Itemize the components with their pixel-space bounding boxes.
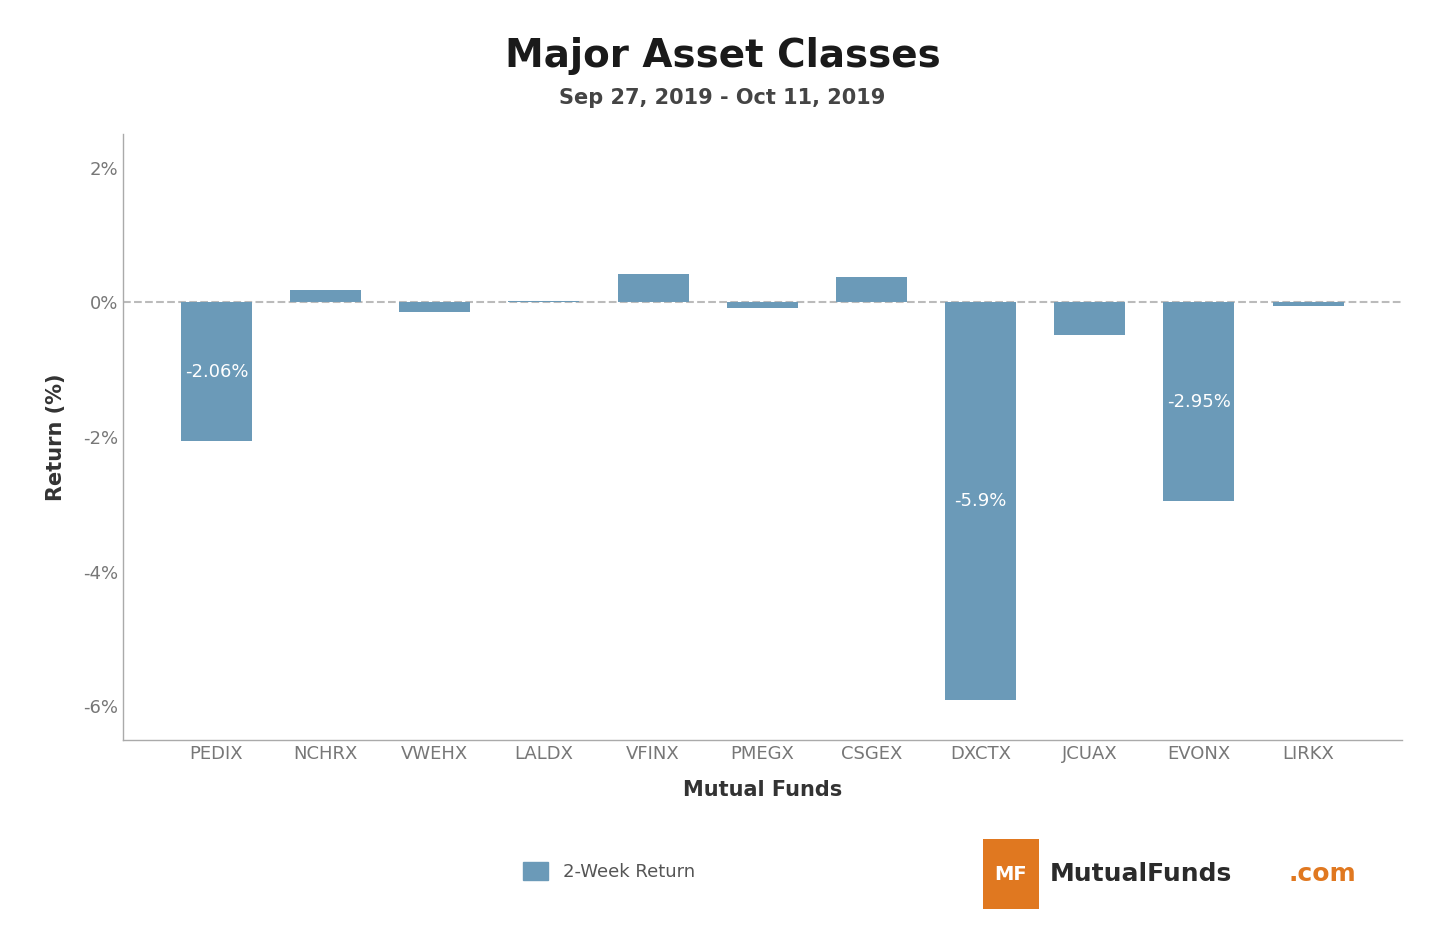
Bar — [945, 302, 1016, 699]
Bar — [509, 301, 579, 302]
Bar — [1273, 302, 1344, 306]
Bar — [727, 302, 798, 308]
Text: .com: .com — [1289, 862, 1355, 886]
Text: -2.06%: -2.06% — [185, 363, 249, 381]
Bar — [399, 302, 470, 312]
X-axis label: Mutual Funds: Mutual Funds — [682, 780, 842, 799]
FancyBboxPatch shape — [983, 839, 1039, 909]
Text: MutualFunds: MutualFunds — [1049, 862, 1233, 886]
Bar — [181, 302, 251, 441]
Bar — [617, 274, 689, 302]
Bar — [835, 277, 907, 302]
Text: Major Asset Classes: Major Asset Classes — [504, 37, 941, 75]
Text: -5.9%: -5.9% — [954, 492, 1007, 510]
Legend: 2-Week Return: 2-Week Return — [516, 855, 702, 888]
Y-axis label: Return (%): Return (%) — [46, 374, 66, 500]
Bar — [1163, 302, 1234, 501]
Text: -2.95%: -2.95% — [1168, 393, 1231, 411]
Text: Sep 27, 2019 - Oct 11, 2019: Sep 27, 2019 - Oct 11, 2019 — [559, 88, 886, 108]
Text: MF: MF — [994, 865, 1027, 883]
Bar — [1055, 302, 1126, 335]
Bar — [290, 290, 361, 302]
